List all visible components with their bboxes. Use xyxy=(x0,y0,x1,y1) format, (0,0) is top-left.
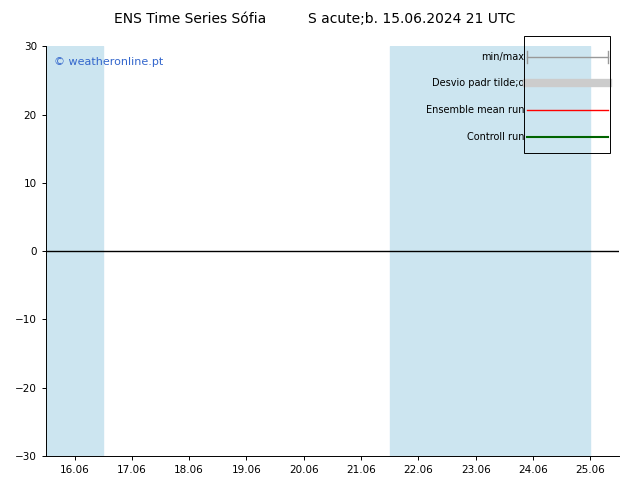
Text: min/max: min/max xyxy=(481,52,524,62)
Bar xyxy=(390,47,505,456)
Text: Controll run: Controll run xyxy=(467,132,524,142)
Text: ENS Time Series Sófia: ENS Time Series Sófia xyxy=(114,12,266,26)
Bar xyxy=(505,47,590,456)
Bar xyxy=(46,47,103,456)
Text: S acute;b. 15.06.2024 21 UTC: S acute;b. 15.06.2024 21 UTC xyxy=(308,12,516,26)
Text: © weatheronline.pt: © weatheronline.pt xyxy=(55,57,164,67)
Text: Desvio padr tilde;o: Desvio padr tilde;o xyxy=(432,78,524,88)
Text: Ensemble mean run: Ensemble mean run xyxy=(426,105,524,115)
